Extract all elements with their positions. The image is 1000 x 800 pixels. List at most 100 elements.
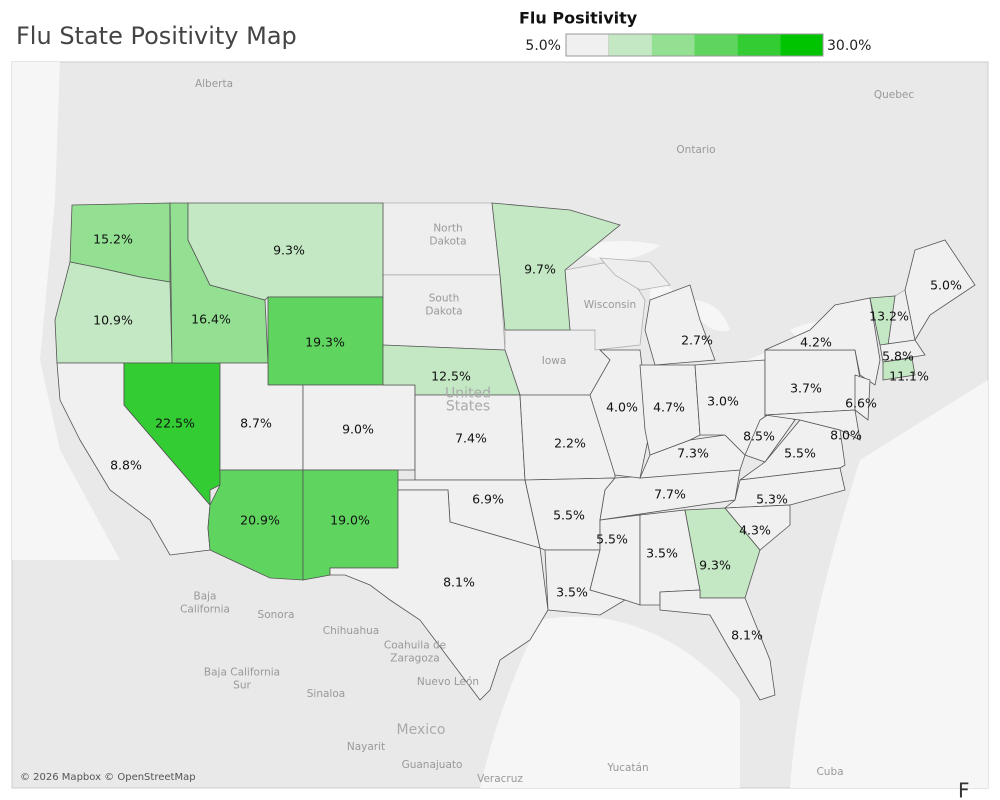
state-value-label: 22.5% xyxy=(155,416,195,431)
state-value-label: 20.9% xyxy=(240,513,280,528)
basemap-label: Baja California xyxy=(204,667,280,679)
basemap-label: California xyxy=(180,604,230,616)
basemap-label: States xyxy=(446,399,490,415)
state-value-label: 9.3% xyxy=(699,558,731,573)
legend-swatch xyxy=(780,34,823,56)
state-value-label: 5.0% xyxy=(930,278,962,293)
basemap-label: North xyxy=(433,223,462,235)
basemap-label: Dakota xyxy=(425,306,462,318)
state xyxy=(764,409,861,441)
state-value-label: 5.5% xyxy=(784,446,816,461)
basemap-label: Cuba xyxy=(816,766,843,778)
legend-min: 5.0% xyxy=(525,38,561,54)
state-value-label: 12.5% xyxy=(431,369,471,384)
state-value-label: 2.2% xyxy=(554,436,586,451)
state-value-label: 8.1% xyxy=(731,628,763,643)
basemap-label: Yucatán xyxy=(606,762,648,774)
basemap-label: Nuevo León xyxy=(417,676,479,688)
basemap-label: Coahuila de xyxy=(384,640,446,652)
basemap-label: Zaragoza xyxy=(390,653,439,665)
basemap-label: Wisconsin xyxy=(584,299,636,311)
state-value-label: 4.3% xyxy=(739,523,771,538)
legend-swatch xyxy=(565,33,610,57)
state-value-label: 6.6% xyxy=(845,396,877,411)
basemap-label: Dakota xyxy=(429,236,466,248)
state xyxy=(589,349,651,479)
state xyxy=(879,339,926,363)
state-value-label: 6.9% xyxy=(472,492,504,507)
state-value-label: 7.7% xyxy=(654,487,686,502)
title: Flu State Positivity Map xyxy=(16,22,297,50)
basemap-label: Chihuahua xyxy=(323,625,379,637)
state xyxy=(491,202,621,331)
state-value-label: 3.0% xyxy=(707,394,739,409)
states xyxy=(54,202,976,701)
state-value-label: 8.5% xyxy=(743,429,775,444)
state-value-label: 2.7% xyxy=(681,333,713,348)
basemap-label: Guanajuato xyxy=(402,759,463,771)
basemap-label: South xyxy=(429,293,460,305)
basemap-label: Baja xyxy=(194,591,217,603)
legend-swatch xyxy=(608,34,652,56)
state-value-label: 8.8% xyxy=(110,458,142,473)
state-value-label: 7.3% xyxy=(677,446,709,461)
water xyxy=(12,62,988,788)
state-value-label: 5.5% xyxy=(596,532,628,547)
state-value-label: 4.0% xyxy=(606,400,638,415)
state-value-label: 4.2% xyxy=(800,335,832,350)
labels: 15.2% 10.9% 8.8% 22.5% 16.4% 9.3% 19.3% 8.7% 9.0… xyxy=(93,78,962,785)
basemap-label: Quebec xyxy=(874,89,915,101)
state xyxy=(882,357,916,381)
state-value-label: 3.5% xyxy=(556,585,588,600)
state-value-label: 16.4% xyxy=(191,312,231,327)
state-value-label: 19.0% xyxy=(330,513,370,528)
legend-title: Flu Positivity xyxy=(519,9,638,28)
state-value-label: 9.0% xyxy=(342,422,374,437)
attribution: © 2026 Mapbox © OpenStreetMap xyxy=(20,772,196,783)
legend-swatch xyxy=(737,34,781,56)
state-value-label: 7.4% xyxy=(455,431,487,446)
state-value-label: 5.5% xyxy=(553,508,585,523)
state xyxy=(644,284,716,366)
legend-max: 30.0% xyxy=(827,38,871,54)
basemap-label: Nayarit xyxy=(347,741,385,753)
state-value-label: 8.1% xyxy=(443,575,475,590)
state-value-label: 8.7% xyxy=(240,416,272,431)
basemap-label: Sonora xyxy=(258,609,295,621)
basemap-label: Sinaloa xyxy=(307,688,345,700)
state xyxy=(54,261,173,364)
basemap-label: Iowa xyxy=(542,355,567,367)
basemap-label: Mexico xyxy=(397,722,446,738)
state-value-label: 9.3% xyxy=(273,243,305,258)
legend-swatch xyxy=(651,34,695,56)
state-value-label: 19.3% xyxy=(305,335,345,350)
state-value-label: 13.2% xyxy=(869,309,909,324)
basemap-label: Veracruz xyxy=(477,773,523,785)
state-value-label: 15.2% xyxy=(93,232,133,247)
state xyxy=(329,489,549,701)
state xyxy=(659,589,776,701)
state-value-label: 8.0% xyxy=(830,428,862,443)
state-no-data xyxy=(599,257,671,291)
state xyxy=(854,374,871,421)
legend-swatch xyxy=(694,34,738,56)
legend-frame xyxy=(565,33,824,57)
basemap-label: United xyxy=(445,386,491,402)
basemap-label: Sur xyxy=(233,680,251,692)
state-value-label: 5.3% xyxy=(756,492,788,507)
state-value-label: 4.7% xyxy=(653,400,685,415)
basemap-label: Alberta xyxy=(195,78,233,90)
state-value-label: 3.7% xyxy=(790,381,822,396)
state xyxy=(724,504,791,551)
state-value-label: 5.8% xyxy=(882,349,914,364)
footer-letter: F xyxy=(958,779,970,800)
state xyxy=(764,297,881,386)
state-value-label: 9.7% xyxy=(524,262,556,277)
state xyxy=(187,202,384,301)
legend xyxy=(565,33,824,57)
state-value-label: 11.1% xyxy=(889,369,929,384)
state-value-label: 3.5% xyxy=(646,546,678,561)
state-value-label: 10.9% xyxy=(93,313,133,328)
basemap-label: Ontario xyxy=(676,144,715,156)
